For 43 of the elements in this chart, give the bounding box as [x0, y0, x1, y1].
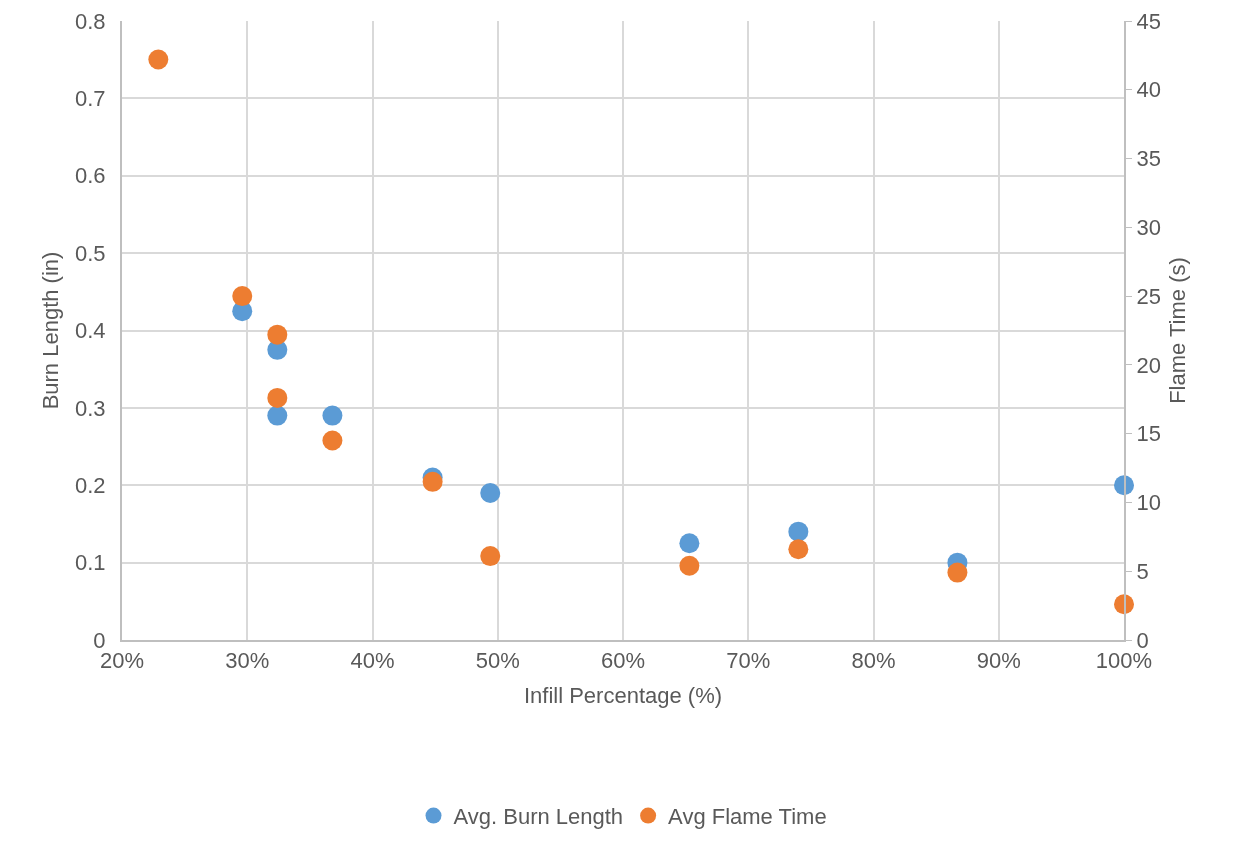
point	[267, 405, 288, 426]
y2-tick-label: 15	[1136, 421, 1161, 447]
x-tick-label: 60%	[600, 648, 646, 674]
x-tick-label: 80%	[851, 648, 896, 674]
x-axis-title: Infill Percentage (%)	[523, 682, 723, 708]
y2-tick-label: 35	[1136, 146, 1161, 172]
y-tick-label: 0.8	[75, 8, 106, 34]
y-tick-label: 0.2	[75, 472, 106, 498]
point	[480, 482, 501, 503]
point	[267, 324, 288, 345]
y2-tick-label: 10	[1136, 490, 1161, 516]
y2-tick-label: 5	[1136, 558, 1149, 584]
y-axis-title: Burn Length (in)	[38, 251, 64, 410]
y-tick-label: 0.5	[75, 240, 106, 266]
x-tick-label: 90%	[976, 648, 1021, 674]
point	[480, 546, 501, 567]
y-tick-label: 0.4	[75, 318, 106, 344]
point	[947, 562, 968, 583]
point	[788, 539, 809, 560]
y2-tick-label: 45	[1136, 8, 1161, 34]
x-tick-label: 30%	[225, 648, 270, 674]
point	[788, 521, 809, 542]
point	[232, 286, 253, 307]
y-tick-label: 0.1	[75, 550, 106, 576]
x-tick-label: 50%	[475, 648, 520, 674]
point	[148, 49, 169, 70]
y-tick-label: 0.6	[75, 163, 106, 189]
point	[679, 555, 700, 576]
y2-tick-label: 20	[1136, 352, 1161, 378]
y-tick-label: 0.3	[75, 395, 106, 421]
x-tick-label: 40%	[350, 648, 395, 674]
y2-tick-label: 25	[1136, 283, 1161, 309]
y2-axis-title: Flame Time (s)	[1165, 257, 1191, 404]
point	[679, 533, 700, 554]
legend-label: Avg Flame Time	[668, 804, 827, 830]
point	[267, 387, 288, 408]
x-tick-label: 70%	[726, 648, 771, 674]
point	[322, 430, 343, 451]
y-tick-label: 0.7	[75, 86, 106, 112]
point	[322, 405, 343, 426]
y2-tick-label: 30	[1136, 215, 1161, 241]
legend-label: Avg. Burn Length	[453, 804, 624, 830]
y2-tick-label: 40	[1136, 77, 1161, 103]
